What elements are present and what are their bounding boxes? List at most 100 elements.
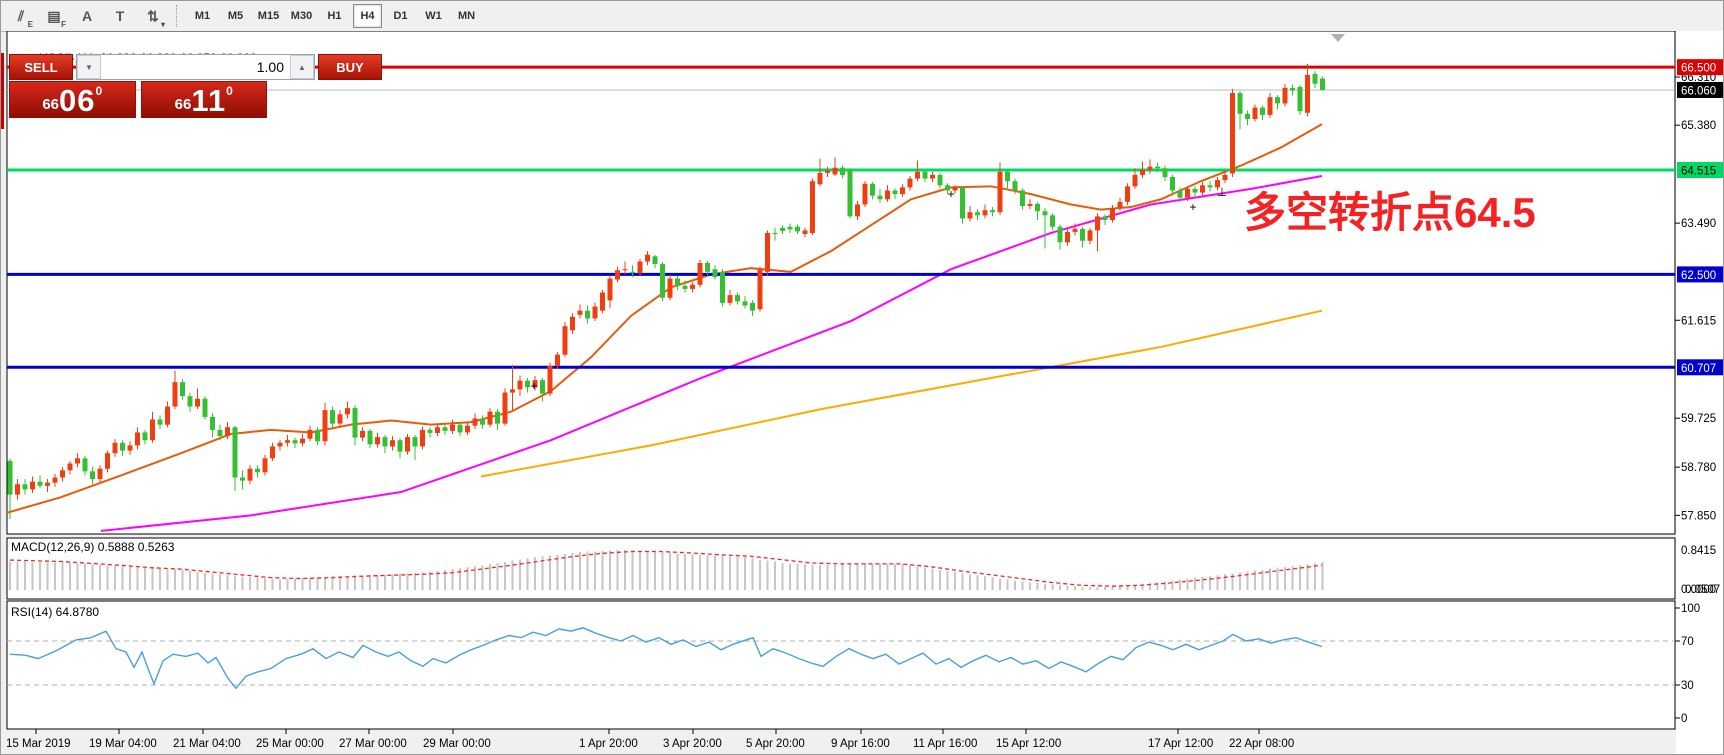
candle <box>922 171 928 179</box>
candle <box>1290 87 1295 91</box>
tf-button-MN[interactable]: MN <box>457 10 476 22</box>
candle <box>1132 174 1138 187</box>
candle <box>105 453 110 469</box>
time-label[interactable]: 15 Apr 12:00 <box>996 738 1061 750</box>
candle <box>1170 177 1175 191</box>
price-tag-64.515 <box>1677 162 1723 179</box>
price-tag-60.707 <box>1677 359 1723 376</box>
candle <box>615 270 620 280</box>
candle <box>195 398 200 407</box>
time-label[interactable]: 17 Apr 12:00 <box>1148 738 1213 750</box>
time-label[interactable]: 3 Apr 20:00 <box>663 738 722 750</box>
candle <box>300 438 305 444</box>
candle <box>7 460 13 495</box>
candle <box>97 468 103 480</box>
time-label[interactable]: 1 Apr 20:00 <box>579 738 638 750</box>
time-label[interactable]: 19 Mar 04:00 <box>89 738 157 750</box>
macd-label: MACD(12,26,9) 0.5888 0.5263 <box>11 540 175 554</box>
candle <box>780 227 785 231</box>
tf-button-M15[interactable]: M15 <box>257 10 280 22</box>
candle <box>540 380 545 394</box>
rsi-pane[interactable] <box>6 600 1676 730</box>
tf-button-D1[interactable]: D1 <box>393 10 408 22</box>
volume-input[interactable] <box>101 55 290 79</box>
price-tick-label: 57.850 <box>1681 510 1716 522</box>
candle <box>457 424 463 433</box>
sell-button[interactable]: SELL <box>9 54 73 80</box>
candle <box>645 254 650 262</box>
candle <box>352 408 358 438</box>
candle <box>157 419 163 425</box>
label-icon[interactable]: T <box>115 8 125 24</box>
candle <box>682 285 688 289</box>
time-label[interactable]: 27 Mar 00:00 <box>339 738 407 750</box>
candle <box>675 278 680 286</box>
candle <box>1005 171 1010 182</box>
chart-canvas[interactable]: +++⊥ 多空转折点64.566.31065.38063.49061.61559.… <box>1 31 1724 755</box>
candle <box>427 429 433 433</box>
volume-increase-icon[interactable]: ▲ <box>290 55 314 79</box>
price-axis-area[interactable] <box>1676 31 1724 755</box>
time-label[interactable]: 25 Mar 00:00 <box>256 738 324 750</box>
macd-pane[interactable] <box>6 537 1676 600</box>
annotation-text[interactable]: 多空转折点64.5 <box>1244 189 1536 236</box>
candle <box>855 204 860 217</box>
tf-button-H4[interactable]: H4 <box>353 4 382 28</box>
candle <box>577 310 583 315</box>
volume-decrease-icon[interactable]: ▼ <box>77 55 101 79</box>
candle <box>1312 73 1318 84</box>
time-label[interactable]: 15 Mar 2019 <box>6 738 71 750</box>
candle <box>390 440 395 447</box>
candle <box>217 429 223 437</box>
price-tick-label: 58.780 <box>1681 462 1716 474</box>
candle <box>1072 228 1078 232</box>
arrows-icon[interactable]: ⇅ ▾ <box>147 7 165 30</box>
rsi-axis-label: 0 <box>1681 713 1687 725</box>
candle <box>442 427 448 431</box>
candle <box>165 406 170 425</box>
tf-button-M1[interactable]: M1 <box>194 10 211 22</box>
tf-button-M30[interactable]: M30 <box>290 10 313 22</box>
sell-price-display[interactable]: 66 06 0 <box>9 81 136 118</box>
candle <box>1095 216 1100 231</box>
text-icon[interactable]: A <box>81 8 93 24</box>
candle <box>345 408 350 415</box>
time-label[interactable]: 11 Apr 16:00 <box>913 738 977 750</box>
candle <box>510 389 515 393</box>
price-tag-label: 60.707 <box>1681 363 1716 375</box>
buy-button[interactable]: BUY <box>318 54 382 80</box>
candle <box>817 172 823 185</box>
time-label[interactable]: 21 Mar 04:00 <box>173 738 241 750</box>
candle <box>367 430 373 445</box>
main-pane[interactable] <box>6 31 1676 535</box>
candle <box>1275 97 1280 104</box>
time-label[interactable]: 22 Apr 08:00 <box>1229 738 1294 750</box>
candle <box>270 446 275 459</box>
tf-button-M5[interactable]: M5 <box>227 10 244 22</box>
candle <box>315 429 320 442</box>
candle <box>1140 169 1145 175</box>
candle <box>1222 174 1228 181</box>
price-tick-label: 61.615 <box>1681 315 1716 327</box>
macd-max-label: 0.8415 <box>1681 545 1716 557</box>
time-label[interactable]: 9 Apr 16:00 <box>831 738 890 750</box>
fibo-grid-icon[interactable]: ▤ F <box>47 7 66 30</box>
buy-price-display[interactable]: 66 11 0 <box>140 81 267 118</box>
candle <box>247 468 253 481</box>
candle <box>232 427 238 478</box>
candle <box>435 427 440 433</box>
macd-min-label-a: 0.0000 <box>1681 584 1716 596</box>
time-label[interactable]: 5 Apr 20:00 <box>746 738 805 750</box>
pitchfork-icon[interactable]: ⫽ E <box>17 7 33 30</box>
candle <box>75 458 80 464</box>
candle <box>570 316 575 331</box>
candle <box>960 187 965 219</box>
tf-button-H1[interactable]: H1 <box>327 10 342 22</box>
candle <box>1215 180 1220 188</box>
tf-button-W1[interactable]: W1 <box>425 10 442 22</box>
candle <box>892 190 898 195</box>
time-label[interactable]: 29 Mar 00:00 <box>423 738 491 750</box>
sell-price-sup: 0 <box>95 84 103 98</box>
